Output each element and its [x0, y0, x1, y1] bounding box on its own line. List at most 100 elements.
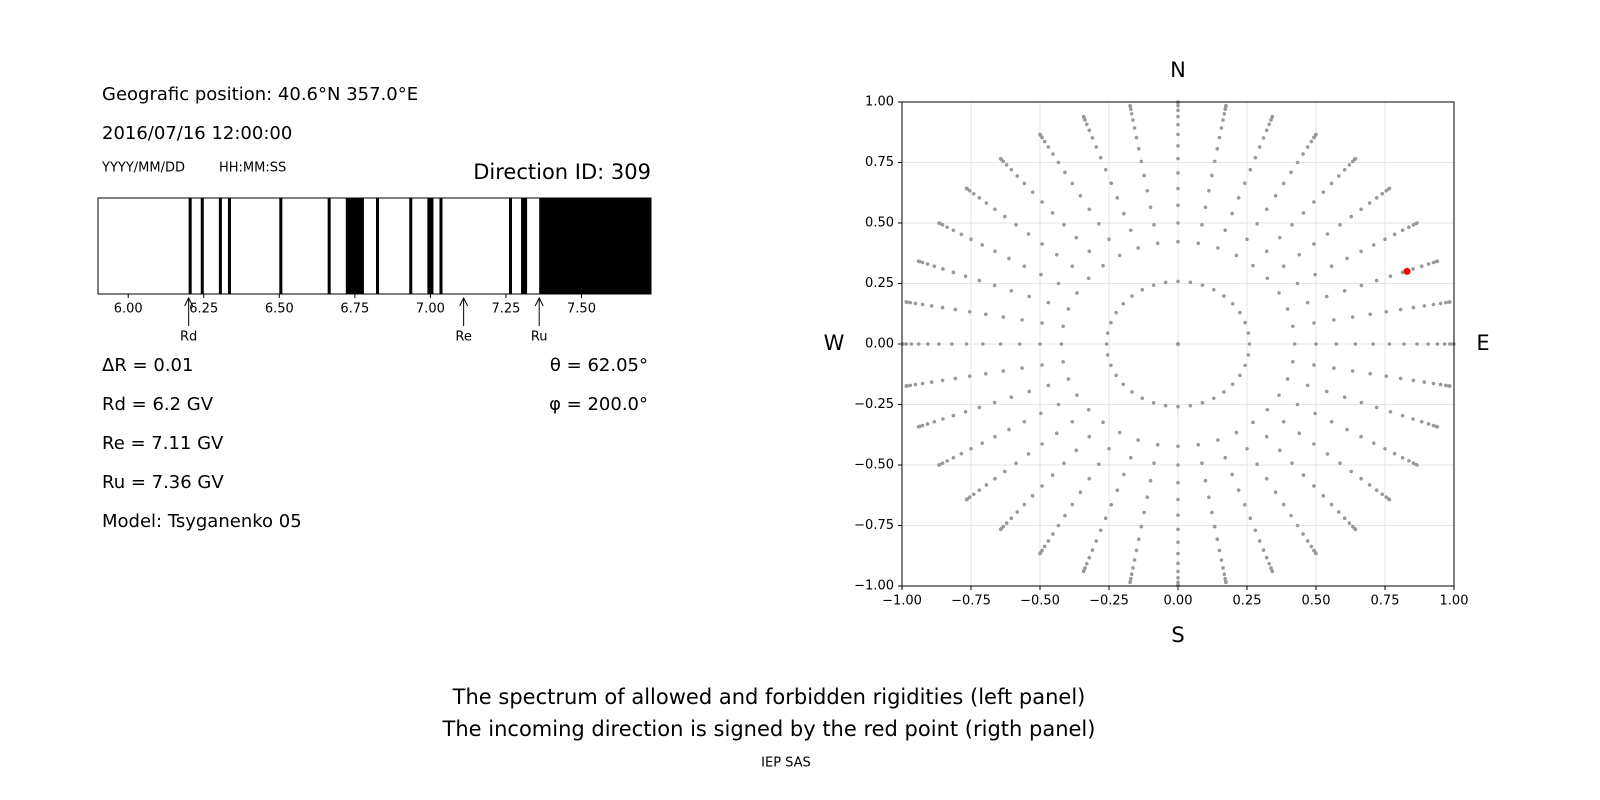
- direction-point: [1324, 294, 1329, 299]
- direction-point: [1255, 221, 1259, 226]
- direction-point: [1267, 122, 1271, 127]
- direction-point: [1349, 214, 1353, 219]
- direction-point: [925, 262, 930, 266]
- direction-point: [1242, 503, 1247, 507]
- direction-point: [937, 221, 941, 225]
- spectrum-frame: [97, 197, 652, 295]
- direction-point: [1371, 342, 1375, 346]
- direction-point: [1086, 276, 1091, 281]
- direction-point: [1297, 431, 1302, 436]
- direction-point: [984, 201, 989, 205]
- direction-point: [1109, 181, 1114, 185]
- direction-point: [967, 374, 972, 378]
- direction-point: [964, 342, 969, 346]
- direction-point: [1142, 510, 1146, 515]
- direction-point: [1203, 205, 1208, 210]
- direction-point: [1312, 242, 1316, 246]
- direction-point: [1353, 342, 1358, 346]
- direction-point: [1222, 111, 1227, 116]
- direction-point: [1312, 442, 1316, 446]
- direction-point: [1215, 146, 1220, 151]
- direction-point: [1014, 461, 1018, 465]
- direction-point: [1422, 304, 1427, 308]
- direction-point: [1136, 146, 1141, 151]
- y-tick-label: 0.75: [865, 155, 894, 170]
- direction-point: [1122, 472, 1126, 477]
- direction-point: [1407, 459, 1411, 463]
- direction-point: [1211, 287, 1216, 292]
- plot-frame: [901, 101, 1455, 587]
- direction-point: [1117, 253, 1122, 258]
- direction-point: [1435, 342, 1440, 346]
- direction-point: [1004, 163, 1009, 167]
- direction-point: [1248, 516, 1253, 521]
- direction-point: [992, 400, 997, 405]
- direction-point: [1203, 478, 1208, 483]
- direction-point: [1253, 155, 1258, 160]
- direction-point: [1342, 167, 1347, 172]
- direction-point: [1145, 495, 1149, 499]
- direction-point: [1103, 167, 1108, 172]
- direction-point: [1009, 395, 1014, 400]
- direction-point: [1075, 393, 1079, 397]
- direction-point: [1448, 384, 1452, 388]
- direction-point: [1105, 331, 1110, 335]
- direction-point: [1270, 114, 1275, 119]
- direction-point: [1221, 566, 1225, 570]
- direction-point: [916, 259, 921, 264]
- direction-point: [1140, 287, 1145, 292]
- direction-point: [1009, 288, 1014, 293]
- direction-point: [1400, 270, 1405, 275]
- x-tick-label: 6.75: [340, 302, 369, 317]
- direction-point: [1217, 548, 1222, 553]
- direction-point: [940, 461, 945, 465]
- direction-point: [1078, 194, 1083, 198]
- compass-label: S: [1171, 623, 1184, 647]
- x-tick-label: 0.00: [1164, 594, 1193, 609]
- direction-point: [971, 492, 976, 497]
- direction-point: [1411, 461, 1416, 465]
- direction-point: [1374, 405, 1379, 410]
- direction-point: [1085, 561, 1089, 566]
- direction-point: [1087, 207, 1092, 212]
- direction-point: [977, 278, 982, 283]
- direction-point: [908, 300, 913, 305]
- forbidden-band: [227, 198, 231, 294]
- direction-point: [1131, 566, 1135, 570]
- direction-point: [920, 381, 925, 386]
- direction-point: [1212, 524, 1217, 529]
- direction-point: [1039, 411, 1043, 416]
- direction-point: [1117, 430, 1122, 435]
- forbidden-band: [376, 198, 380, 294]
- direction-point: [1056, 523, 1061, 528]
- direction-point: [1078, 490, 1083, 494]
- direction-point: [1402, 342, 1406, 346]
- x-tick-label: 0.75: [1371, 594, 1400, 609]
- direction-point: [1431, 302, 1436, 307]
- direction-point: [1338, 461, 1342, 465]
- direction-point: [993, 476, 997, 481]
- direction-point: [1087, 476, 1092, 481]
- direction-point: [1243, 320, 1247, 325]
- info-line: Rd = 6.2 GV: [102, 394, 214, 415]
- direction-point: [937, 342, 941, 346]
- direction-point: [1387, 186, 1392, 191]
- direction-point: [1295, 160, 1300, 165]
- direction-point: [959, 232, 964, 237]
- x-tick-label: 7.25: [491, 302, 520, 317]
- position: Geografic position: 40.6°N 357.0°E: [102, 84, 418, 105]
- direction-point: [1312, 484, 1316, 488]
- direction-point: [1313, 272, 1317, 277]
- direction-point: [984, 312, 988, 317]
- direction-point: [1040, 242, 1044, 246]
- direction-point: [1097, 462, 1101, 467]
- direction-point: [1415, 342, 1419, 346]
- direction-point: [1128, 103, 1132, 108]
- direction-point: [1217, 135, 1222, 140]
- x-tick-label: 7.00: [416, 302, 445, 317]
- direction-point: [1411, 267, 1415, 271]
- direction-point: [1246, 353, 1251, 357]
- direction-point: [1305, 145, 1310, 149]
- direction-point: [1407, 225, 1411, 229]
- direction-point: [1004, 521, 1009, 525]
